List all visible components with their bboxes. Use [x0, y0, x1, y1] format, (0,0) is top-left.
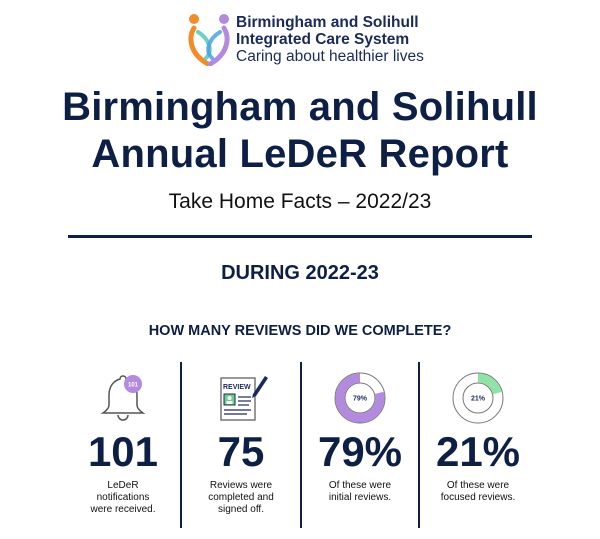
stats-row: 101 101 LeDeR notifications were receive…: [66, 362, 546, 528]
stat-divider: [418, 362, 420, 528]
people-heart-logo-icon: [188, 14, 230, 66]
stat-caption: Of these were initial reviews.: [328, 480, 392, 503]
svg-text:79%: 79%: [353, 396, 368, 403]
stat-divider: [300, 362, 302, 528]
stat-divider: [180, 362, 182, 528]
stat-initial-reviews: 79% 79% Of these were initial reviews.: [302, 362, 418, 528]
stat-value: 75: [217, 428, 265, 475]
logo-org-type: Integrated Care System: [236, 31, 410, 48]
stat-value: 79%: [317, 428, 403, 475]
donut-chart-icon: 79%: [334, 372, 386, 424]
ics-logo: Birmingham and Solihull Integrated Care …: [186, 12, 426, 68]
stat-notifications: 101 101 LeDeR notifications were receive…: [66, 362, 180, 528]
stat-value: 101: [87, 428, 159, 475]
logo-org-name: Birmingham and Solihull: [236, 14, 419, 31]
stat-caption: Of these were focused reviews.: [440, 480, 516, 503]
stat-focused-reviews: 21% 21% Of these were focused reviews.: [420, 362, 536, 528]
stat-value: 21%: [435, 428, 521, 475]
page-subtitle: Take Home Facts – 2022/23: [168, 190, 432, 213]
review-document-icon: REVIEW: [220, 376, 268, 421]
donut-chart-icon: 21%: [452, 372, 504, 424]
section-question: HOW MANY REVIEWS DID WE COMPLETE?: [148, 323, 452, 339]
stat-caption: Reviews were completed and signed off.: [208, 480, 274, 515]
page-title: Birmingham and Solihull Annual LeDeR Rep…: [0, 84, 600, 178]
divider-rule: [68, 235, 532, 238]
notification-bell-icon: 101: [100, 375, 146, 421]
title-line-1: Birmingham and Solihull: [62, 85, 538, 129]
stat-caption: LeDeR notifications were received.: [90, 480, 156, 515]
title-line-2: Annual LeDeR Report: [91, 132, 509, 176]
svg-text:REVIEW: REVIEW: [223, 384, 251, 391]
bell-badge: 101: [128, 383, 139, 389]
logo-tagline: Caring about healthier lives: [236, 48, 424, 65]
stat-reviews-completed: REVIEW 75 Reviews were completed and sig…: [182, 362, 300, 528]
svg-text:21%: 21%: [471, 396, 486, 403]
section-heading: DURING 2022-23: [221, 262, 379, 284]
